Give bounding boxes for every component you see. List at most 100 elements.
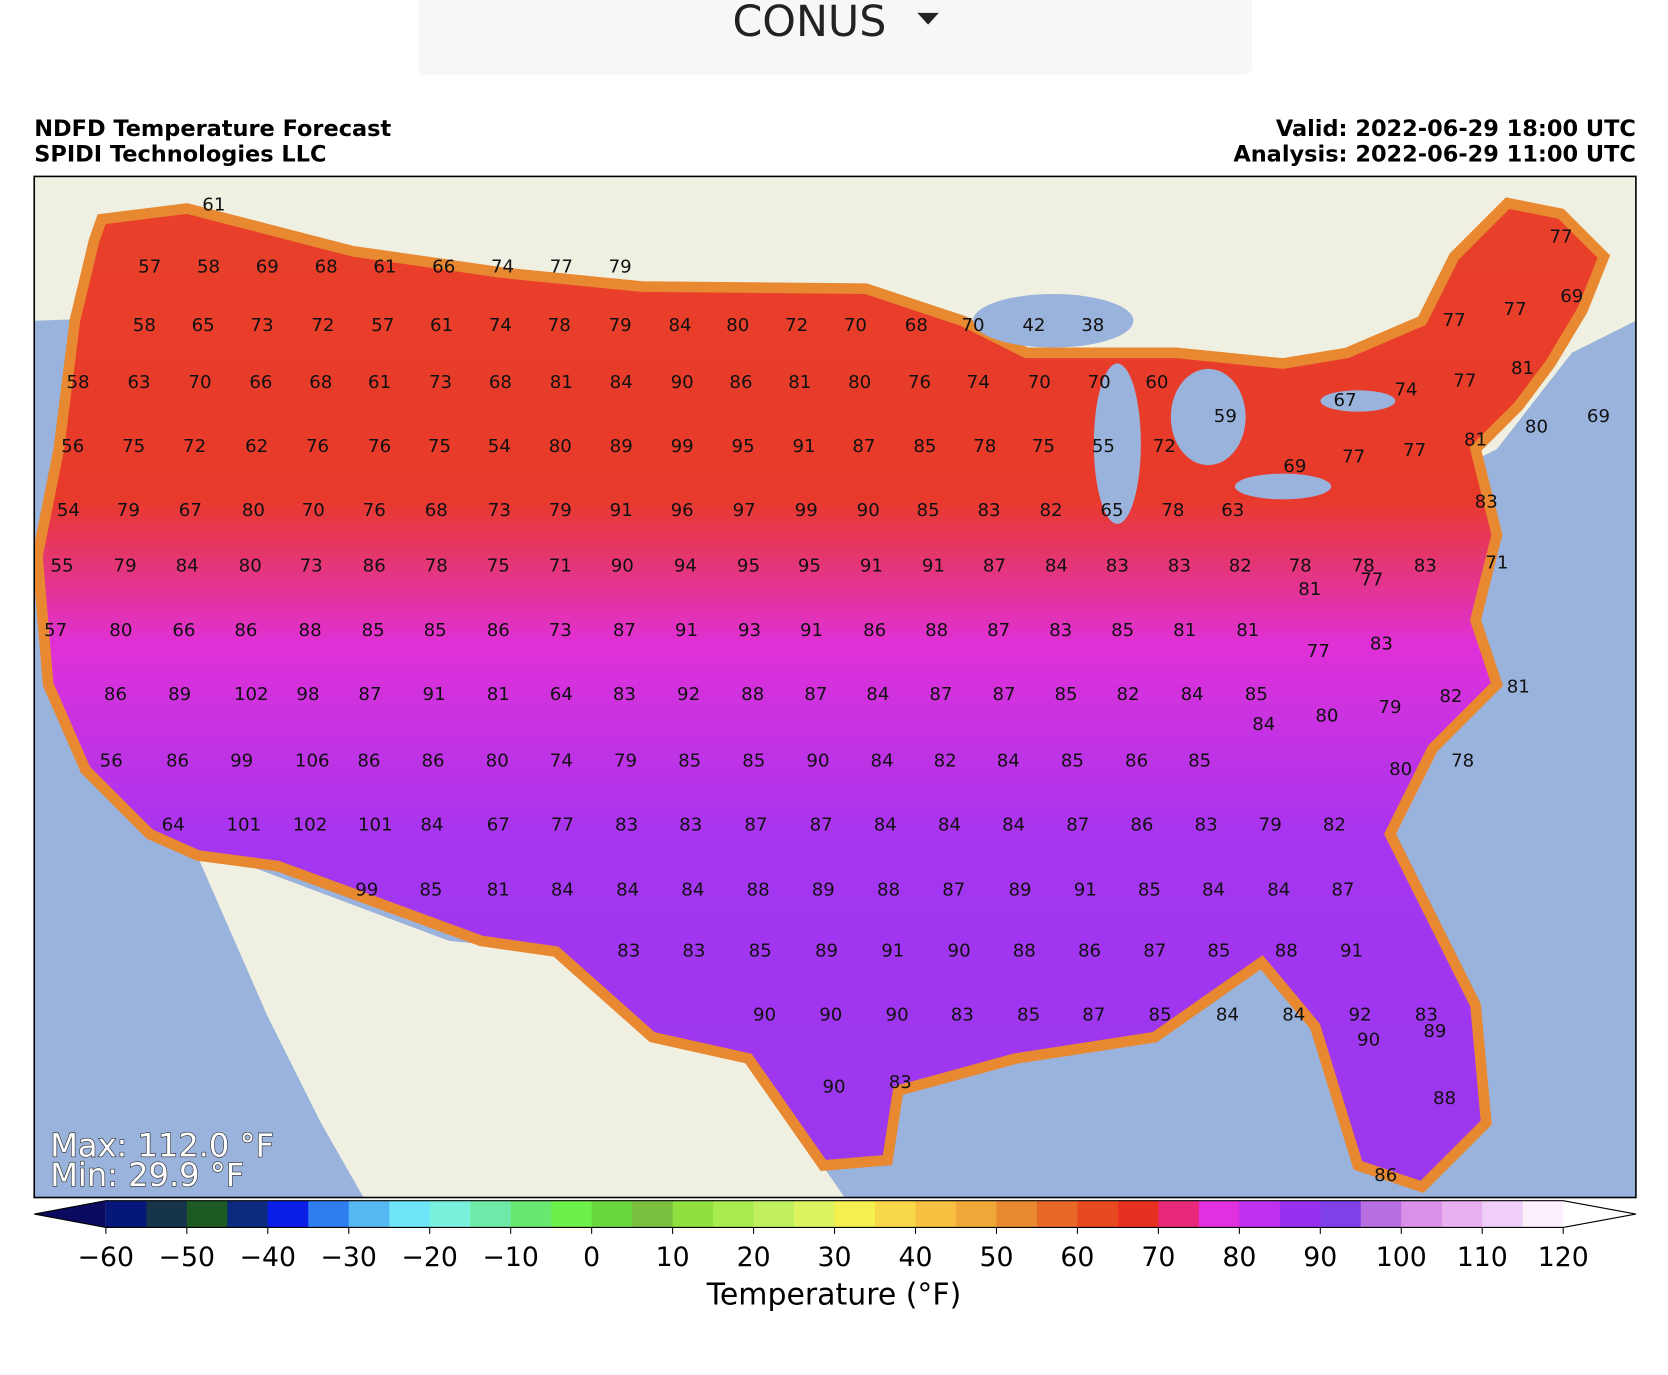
station-value: 88	[1433, 1088, 1456, 1109]
station-value: 63	[127, 372, 150, 393]
station-value: 54	[488, 436, 511, 457]
station-value: 64	[162, 814, 185, 835]
station-value: 69	[256, 256, 279, 277]
station-value: 78	[1289, 556, 1312, 577]
lake-ontario	[1320, 390, 1396, 412]
station-value: 57	[44, 620, 67, 641]
station-value: 86	[357, 750, 380, 771]
station-value: 102	[293, 814, 328, 835]
station-value: 77	[1550, 226, 1573, 247]
station-value: 90	[611, 556, 634, 577]
station-value: 70	[188, 372, 211, 393]
station-value: 88	[1275, 941, 1298, 962]
station-value: 99	[795, 500, 818, 521]
station-value: 87	[804, 684, 827, 705]
dropdown-caret[interactable]	[917, 12, 939, 25]
station-value: 84	[1002, 814, 1025, 835]
station-value: 73	[488, 500, 511, 521]
station-value: 85	[1017, 1005, 1040, 1026]
station-value: 84	[610, 372, 633, 393]
station-value: 85	[742, 750, 765, 771]
lake-huron	[1170, 368, 1246, 466]
station-value: 77	[550, 256, 573, 277]
station-value: 75	[487, 556, 510, 577]
station-value: 95	[737, 556, 760, 577]
station-value: 64	[550, 684, 573, 705]
station-value: 85	[1138, 880, 1161, 901]
station-value: 92	[677, 684, 700, 705]
station-value: 58	[197, 256, 220, 277]
colorbar-tick-label: 40	[898, 1242, 932, 1273]
station-value: 83	[682, 941, 705, 962]
station-value: 75	[428, 436, 451, 457]
station-value: 84	[1202, 880, 1225, 901]
station-value: 91	[423, 684, 446, 705]
station-value: 95	[798, 556, 821, 577]
station-value: 68	[905, 315, 928, 336]
station-value: 85	[1245, 684, 1268, 705]
map-source: SPIDI Technologies LLC	[34, 142, 326, 168]
station-value: 61	[368, 372, 391, 393]
colorbar-tick-label: 110	[1457, 1242, 1508, 1273]
station-value: 76	[368, 436, 391, 457]
colorbar-swatch	[1522, 1200, 1564, 1228]
station-value: 66	[432, 256, 455, 277]
station-value: 90	[948, 941, 971, 962]
station-value: 83	[617, 941, 640, 962]
station-value: 76	[908, 372, 931, 393]
station-value: 87	[1331, 880, 1354, 901]
station-value: 87	[992, 684, 1015, 705]
colorbar-tick-label: −60	[78, 1242, 134, 1273]
station-value: 78	[425, 556, 448, 577]
station-value: 85	[1061, 750, 1084, 771]
station-value: 84	[1045, 556, 1068, 577]
station-value: 89	[1008, 880, 1031, 901]
station-value: 76	[306, 436, 329, 457]
station-value: 78	[973, 436, 996, 457]
station-value: 72	[785, 315, 808, 336]
station-value: 86	[234, 620, 257, 641]
colorbar-tick-label: −50	[159, 1242, 215, 1273]
station-value: 54	[57, 500, 80, 521]
station-value: 77	[1443, 310, 1466, 331]
station-value: 83	[1168, 556, 1191, 577]
station-value: 87	[942, 880, 965, 901]
station-value: 82	[1229, 556, 1252, 577]
dropdown[interactable]: CONUS	[418, 0, 1253, 75]
station-value: 90	[1357, 1029, 1380, 1050]
station-value: 82	[1039, 500, 1062, 521]
station-value: 61	[202, 194, 225, 215]
colorbar-swatch	[429, 1200, 471, 1228]
station-value: 88	[877, 880, 900, 901]
station-value: 85	[1207, 941, 1230, 962]
station-value: 74	[491, 256, 514, 277]
station-value: 83	[679, 814, 702, 835]
station-value: 78	[1451, 750, 1474, 771]
station-value: 87	[744, 814, 767, 835]
station-value: 91	[610, 500, 633, 521]
station-value: 87	[358, 684, 381, 705]
station-value: 81	[550, 372, 573, 393]
station-value: 91	[1340, 941, 1363, 962]
station-value: 84	[938, 814, 961, 835]
station-value: 83	[889, 1072, 912, 1093]
colorbar-tick-label: −40	[240, 1242, 296, 1273]
colorbar-swatch	[551, 1200, 593, 1228]
station-value: 70	[1088, 372, 1111, 393]
station-value: 74	[550, 750, 573, 771]
station-value: 69	[1587, 406, 1610, 427]
station-value: 97	[733, 500, 756, 521]
dropdown-box[interactable]	[418, 0, 1253, 75]
colorbar-swatch	[186, 1200, 228, 1228]
colorbar-swatch	[267, 1200, 309, 1228]
station-value: 56	[61, 436, 84, 457]
station-value: 90	[822, 1076, 845, 1097]
analysis-time: Analysis: 2022-06-29 11:00 UTC	[1233, 142, 1636, 168]
station-value: 83	[613, 684, 636, 705]
dropdown-label[interactable]: CONUS	[732, 0, 886, 47]
station-value: 73	[300, 556, 323, 577]
station-value: 84	[874, 814, 897, 835]
map-title: NDFD Temperature Forecast	[34, 116, 391, 142]
station-value: 86	[1125, 750, 1148, 771]
